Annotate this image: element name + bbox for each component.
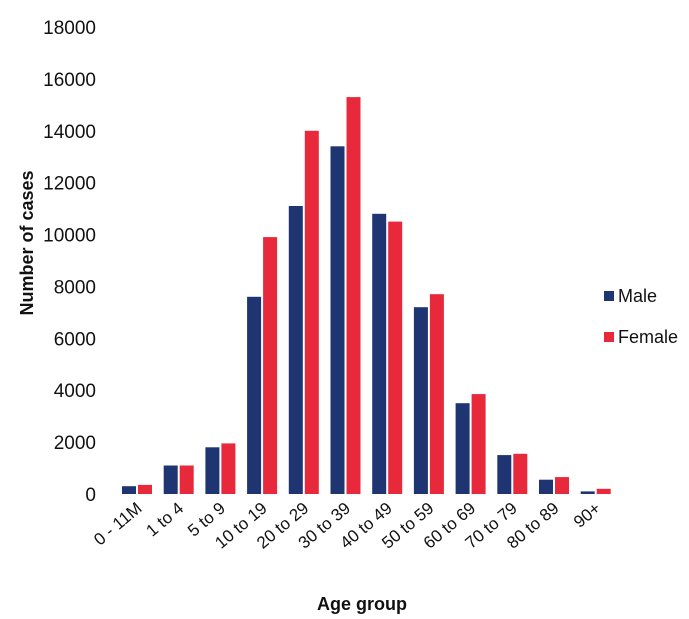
y-axis-title: Number of cases [17,170,37,315]
y-tick-label: 16000 [43,70,96,91]
bar-male [247,296,262,494]
bar-male [539,479,553,494]
x-tick-label: 90+ [570,498,604,531]
y-axis-ticks: 0 2000 4000 6000 8000 10000 12000 14000 16000 180… [43,18,96,506]
bar-male [205,447,220,494]
bar-female [138,484,152,494]
bar-female [221,443,236,494]
y-tick-label: 18000 [43,18,96,39]
x-tick-label: 1 to 4 [142,499,187,541]
bar-male [497,455,512,494]
x-axis-title: Age group [317,594,407,614]
legend-swatch-male [604,291,614,301]
bar-female [555,477,569,494]
y-tick-label: 10000 [43,226,96,247]
bar-female [513,453,528,494]
y-tick-label: 4000 [54,381,96,402]
bar-male [580,491,595,494]
y-tick-label: 8000 [54,277,96,298]
legend-label-female: Female [618,327,678,347]
bar-female [263,237,278,494]
bars [122,97,611,495]
legend-label-male: Male [618,286,657,306]
bar-male [413,307,428,494]
bar-female [304,130,319,495]
bar-male [372,213,387,495]
bar-female [596,488,611,494]
bar-male [330,146,345,495]
bar-male [122,486,136,494]
y-tick-label: 14000 [43,122,96,143]
bar-female [388,221,403,494]
y-tick-label: 12000 [43,174,96,195]
bar-female [429,294,444,494]
y-tick-label: 2000 [54,433,96,454]
bar-male [455,403,470,494]
bar-female [179,465,194,494]
bar-female [471,394,486,494]
bar-male [288,206,303,494]
bar-female [346,97,361,494]
y-tick-label: 6000 [54,329,96,350]
y-tick-label: 0 [85,485,96,506]
x-tick-label: 0 - 11M [90,499,145,550]
legend-swatch-female [604,332,614,342]
legend: Male Female [604,286,678,347]
bar-male [163,465,178,494]
